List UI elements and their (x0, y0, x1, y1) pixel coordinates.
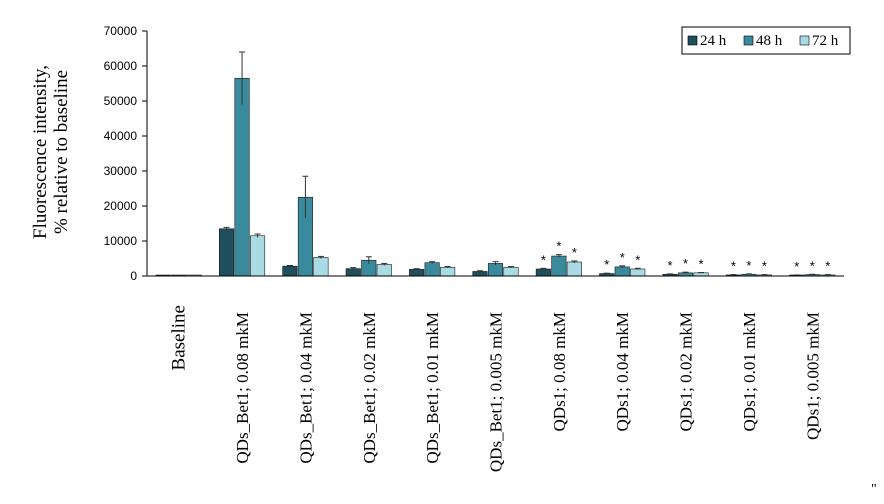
y-axis-label-line-2: % relative to baseline (51, 70, 72, 234)
x-tick-label: QDs1; 0.02 mkM (677, 312, 696, 431)
bar (424, 262, 440, 277)
x-tick-label: QDs_Bet1; 0.005 mkM (487, 312, 506, 472)
legend-label: 48 h (756, 33, 783, 49)
bar (440, 266, 456, 277)
bar (345, 268, 361, 277)
significance-marker: * (810, 258, 815, 273)
x-tick-label: QDs_Bet1; 0.08 mkM (233, 312, 252, 464)
plot-area: * * * * * * * * * * * * * * * (155, 51, 836, 277)
x-tick-label: QDs1; 0.01 mkM (740, 312, 759, 431)
legend-label: 72 h (812, 33, 839, 49)
y-tick-label: 30000 (104, 164, 138, 178)
y-tick-label: 0 (130, 269, 137, 283)
bar (218, 228, 235, 277)
y-tick-label: 10000 (104, 234, 138, 248)
legend-swatch (687, 35, 698, 46)
y-tick-label: 60000 (104, 59, 138, 73)
x-tick-label: QDs1; 0.005 mkM (803, 312, 822, 440)
significance-marker: * (635, 252, 640, 267)
significance-marker: * (699, 257, 704, 272)
legend-frame (681, 26, 851, 55)
x-tick-label: QDs_Bet1; 0.04 mkM (296, 312, 315, 464)
significance-marker: * (683, 256, 688, 271)
bar (551, 255, 567, 277)
bar (503, 266, 519, 277)
legend-swatch (743, 35, 754, 46)
legend-swatch (799, 35, 810, 46)
x-tick-label: QDs_Bet1; 0.02 mkM (360, 312, 379, 464)
y-tick-label: 20000 (104, 199, 138, 213)
stray-quote-mark: " (871, 482, 877, 497)
bar (313, 257, 329, 277)
x-tick-label: Baseline (169, 305, 190, 370)
bar (487, 263, 504, 277)
bar (282, 265, 298, 277)
bar (614, 266, 630, 277)
significance-marker: * (541, 252, 546, 267)
bar (409, 269, 425, 277)
significance-marker: * (556, 239, 561, 254)
bar (376, 264, 392, 277)
x-tick-label: QDs_Bet1; 0.01 mkM (423, 312, 442, 464)
x-axis: Baseline QDs_Bet1; 0.08 mkM QDs_Bet1; 0.04… (147, 275, 844, 472)
significance-marker: * (668, 258, 673, 273)
bar (249, 235, 266, 277)
significance-marker: * (620, 250, 625, 265)
legend: 24 h 48 h 72 h (681, 26, 851, 55)
y-axis: 0 10000 20000 30000 40000 50000 60000 70000 (104, 24, 148, 283)
y-tick-label: 40000 (104, 129, 138, 143)
significance-marker: * (604, 257, 609, 272)
x-tick-label: QDs1; 0.08 mkM (550, 312, 569, 431)
significance-marker: * (762, 259, 767, 274)
y-axis-label: Fluorescence intensity, % relative to ba… (30, 65, 72, 239)
significance-marker: * (794, 259, 799, 274)
bar (234, 77, 250, 277)
x-tick-label: QDs1; 0.04 mkM (613, 312, 632, 431)
significance-marker: * (572, 245, 577, 260)
legend-label: 24 h (700, 33, 727, 49)
y-tick-label: 70000 (104, 24, 138, 38)
significance-marker: * (825, 259, 830, 274)
bar (566, 261, 582, 277)
bar (535, 268, 551, 277)
significance-marker: * (746, 258, 751, 273)
significance-marker: * (731, 259, 736, 274)
y-tick-label: 50000 (104, 94, 138, 108)
y-axis-label-line-1: Fluorescence intensity, (30, 65, 51, 239)
bar (630, 268, 646, 277)
